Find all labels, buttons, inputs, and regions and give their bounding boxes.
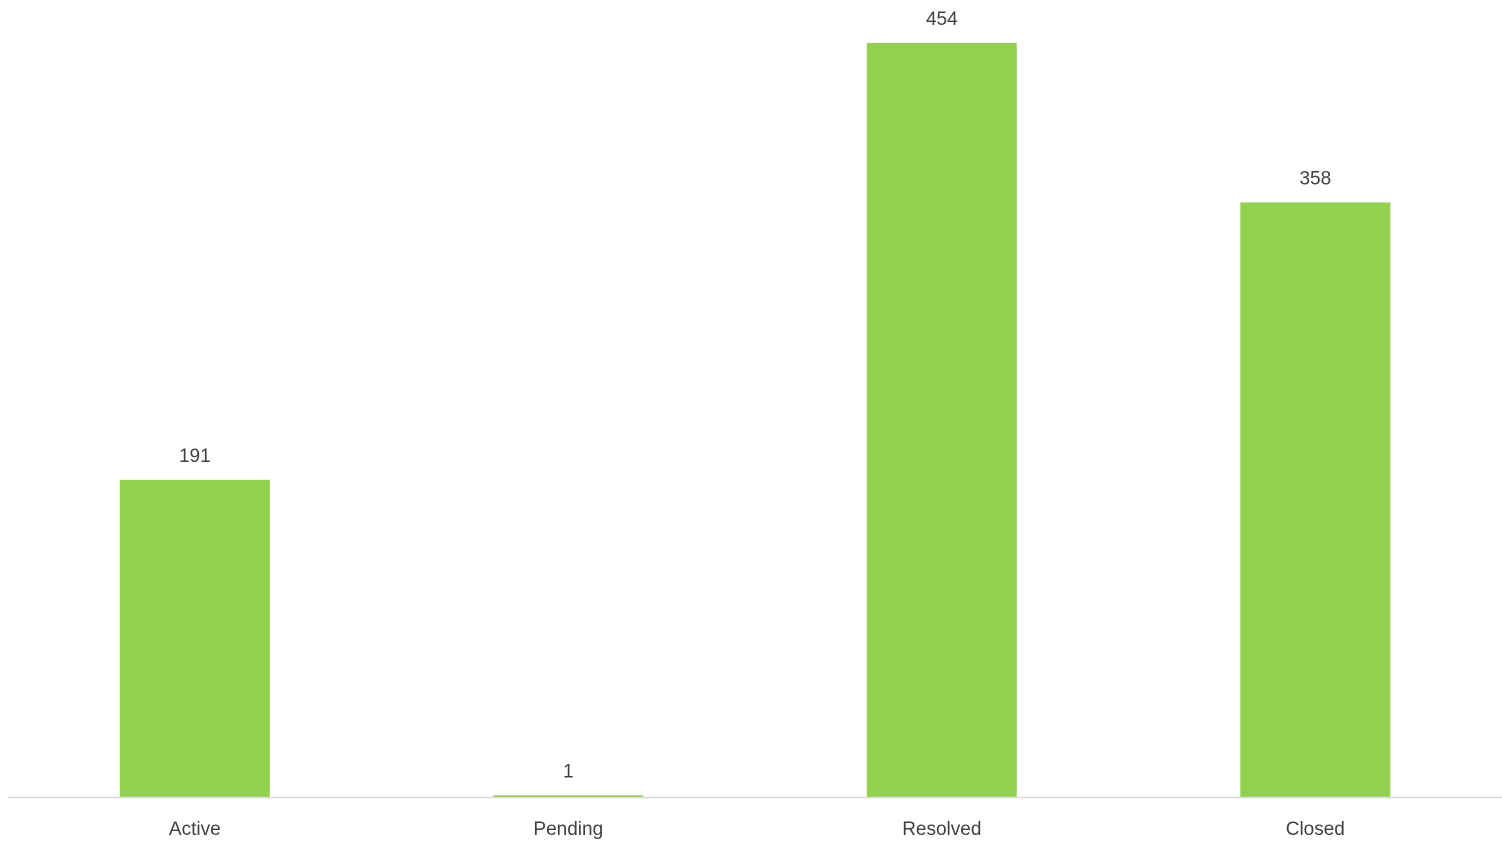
bars-group	[119, 43, 1391, 797]
data-label-pending: 1	[563, 761, 574, 782]
category-label-resolved: Resolved	[902, 819, 981, 840]
bar-resolved	[866, 43, 1017, 797]
data-labels-group: 191 1 454 358	[179, 9, 1331, 782]
bar-closed	[1240, 202, 1391, 797]
category-label-closed: Closed	[1286, 819, 1345, 840]
bar-active	[119, 479, 270, 797]
bar-pending	[493, 795, 644, 797]
data-label-closed: 358	[1299, 168, 1331, 189]
category-label-active: Active	[169, 819, 221, 840]
category-labels-group: Active Pending Resolved Closed	[169, 819, 1345, 840]
category-label-pending: Pending	[533, 819, 603, 840]
data-label-resolved: 454	[926, 9, 958, 30]
data-label-active: 191	[179, 446, 211, 467]
